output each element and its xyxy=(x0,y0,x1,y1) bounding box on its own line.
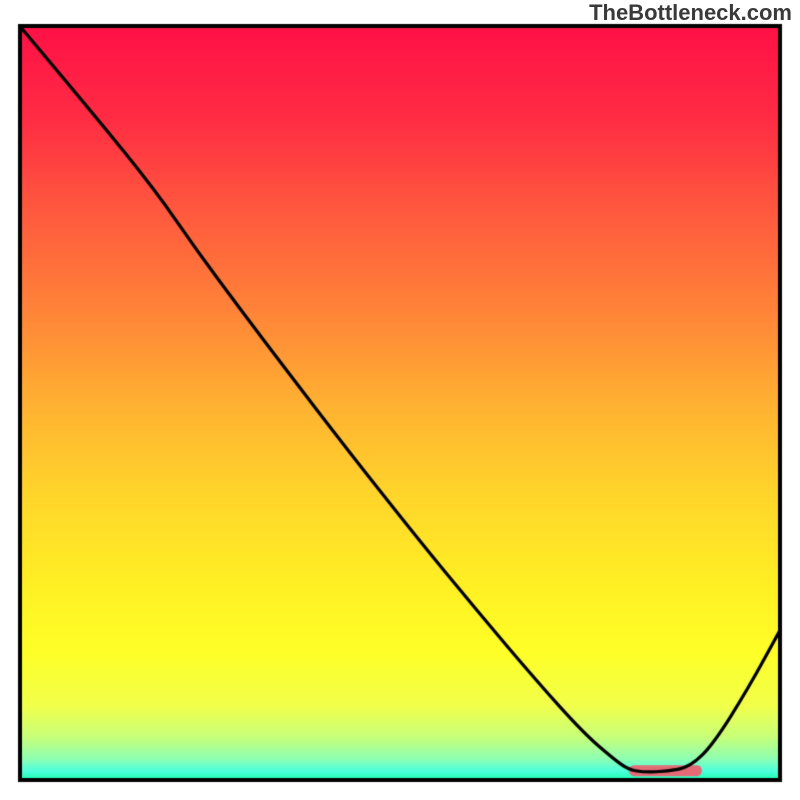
bottleneck-chart-canvas xyxy=(0,0,800,800)
watermark-text: TheBottleneck.com xyxy=(589,0,792,26)
chart-root: TheBottleneck.com xyxy=(0,0,800,800)
